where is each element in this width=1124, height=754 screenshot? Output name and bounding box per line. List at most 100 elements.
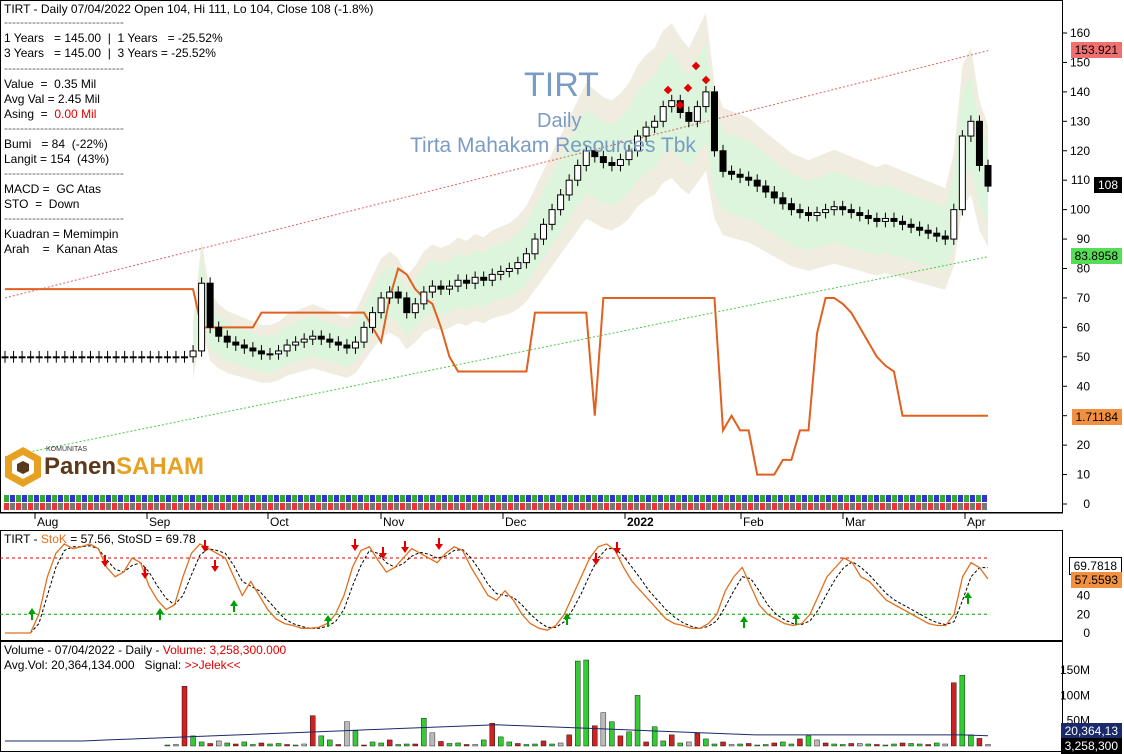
trend-lines (4, 50, 989, 458)
watermark-company: Tirta Mahakam Resources Tbk (410, 134, 696, 157)
stosd-line (5, 545, 988, 634)
strip-cell (64, 495, 69, 502)
strip-cell (508, 495, 513, 502)
strip-cell (976, 495, 981, 502)
perf-3y: 3 Years = 145.00 | 3 Years = -25.52% (4, 46, 216, 60)
strip-cell (586, 495, 591, 502)
strip-cell (964, 503, 969, 510)
volume-bar (489, 723, 495, 747)
volume-bar (959, 674, 966, 747)
price-tick-label: 160 (1070, 26, 1090, 40)
candle-body (582, 150, 590, 166)
volume-bar (583, 659, 589, 747)
strip-cell (136, 503, 141, 510)
strip-cell (220, 495, 225, 502)
strip-cell (520, 495, 525, 502)
strip-cell (184, 495, 189, 502)
strip-cell (718, 503, 723, 510)
volume-bar (874, 744, 880, 747)
strip-cell (838, 503, 843, 510)
strip-cell (178, 503, 183, 510)
volume-bar (609, 721, 615, 747)
strip-cell (508, 503, 513, 510)
candle-body (505, 268, 513, 272)
strip-cell (736, 495, 741, 502)
strip-cell (640, 495, 645, 502)
strip-cell (280, 495, 285, 502)
volume-bar (669, 734, 675, 747)
strip-cell (910, 503, 915, 510)
strip-cell (886, 495, 891, 502)
buy-arrow (230, 600, 238, 612)
strip-cell (136, 495, 141, 502)
candle-body (104, 356, 112, 359)
strip-cell (502, 495, 507, 502)
price-tick-label: 140 (1070, 85, 1090, 99)
strip-cell (946, 495, 951, 502)
strip-cell (22, 495, 27, 502)
strip-cell (766, 503, 771, 510)
bumi-line (4, 256, 989, 458)
candle-body (411, 303, 419, 314)
strip-cell (676, 503, 681, 510)
time-tick-label: Dec (505, 515, 526, 529)
volume-bar (438, 741, 444, 747)
time-tick-label: Sep (149, 515, 171, 529)
strip-cell (742, 503, 747, 510)
strip-cell (616, 495, 621, 502)
candle-body (702, 91, 710, 108)
strip-cell (118, 503, 123, 510)
strip-cell (130, 495, 135, 502)
strip-cell (538, 495, 543, 502)
strip-cell (796, 503, 801, 510)
strip-cell (628, 495, 633, 502)
strip-cell (934, 503, 939, 510)
volume-bar (839, 744, 846, 747)
candle-body (984, 164, 992, 187)
strip-cell (280, 503, 285, 510)
strip-cell (952, 495, 957, 502)
volume-bar (181, 686, 188, 747)
stoch-tick-label: 40 (1077, 589, 1091, 603)
strip-cell (904, 495, 909, 502)
candle-body (18, 356, 26, 359)
candle-body (933, 232, 941, 237)
candle-body (121, 356, 129, 359)
strip-cell (46, 503, 51, 510)
volume-bar (386, 739, 393, 747)
buy-arrow (563, 613, 571, 625)
strip-cell (676, 495, 681, 502)
strip-cell (292, 503, 297, 510)
price-tick-label: 40 (1077, 379, 1091, 393)
strip-cell (538, 503, 543, 510)
candle-body (728, 170, 736, 175)
candles (1, 85, 992, 363)
price-tick-label: 0 (1083, 497, 1090, 511)
strip-cell (76, 495, 81, 502)
strip-cell (58, 503, 63, 510)
candle-body (420, 291, 428, 305)
strip-cell (712, 503, 717, 510)
strip-cell (568, 495, 573, 502)
strip-cell (448, 495, 453, 502)
separator: ------------------------------ (4, 61, 124, 75)
strip-cell (460, 503, 465, 510)
sell-arrow (401, 541, 409, 553)
time-tick-label: Oct (270, 515, 289, 529)
volume-bar (857, 743, 863, 747)
strip-cell (502, 503, 507, 510)
strip-cell (352, 503, 357, 510)
candle-body (377, 297, 385, 314)
strip-cell (46, 495, 51, 502)
sto-stat: STO = Down (4, 197, 80, 211)
strip-cell (562, 495, 567, 502)
strip-cell (778, 495, 783, 502)
volume-bar (207, 743, 213, 747)
strip-cell (484, 495, 489, 502)
strip-cell (730, 503, 735, 510)
sell-arrow (613, 542, 621, 554)
volume-bar (215, 740, 222, 747)
strip-cell (856, 503, 861, 510)
strip-cell (4, 495, 9, 502)
candle-body (881, 217, 889, 222)
